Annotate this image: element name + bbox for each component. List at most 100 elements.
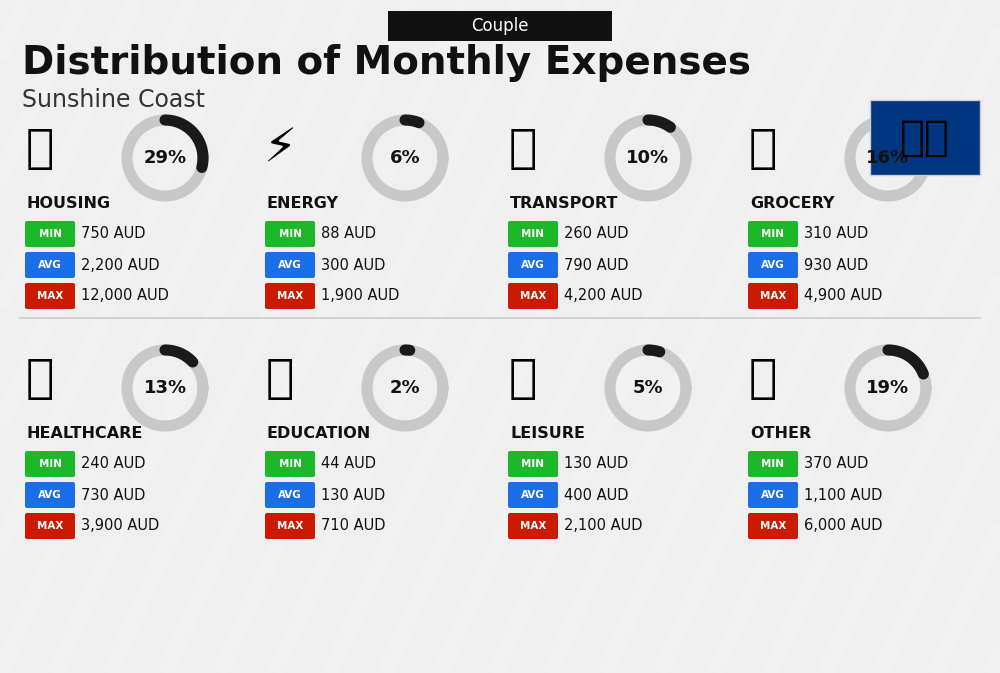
Text: 930 AUD: 930 AUD (804, 258, 868, 273)
Text: MAX: MAX (760, 521, 786, 531)
Text: 370 AUD: 370 AUD (804, 456, 868, 472)
FancyBboxPatch shape (265, 252, 315, 278)
Text: 13%: 13% (143, 379, 187, 397)
FancyBboxPatch shape (265, 482, 315, 508)
Text: 730 AUD: 730 AUD (81, 487, 145, 503)
Text: MIN: MIN (762, 229, 784, 239)
Text: 750 AUD: 750 AUD (81, 227, 146, 242)
Text: MAX: MAX (277, 291, 303, 301)
FancyBboxPatch shape (508, 252, 558, 278)
Text: 1,900 AUD: 1,900 AUD (321, 289, 399, 304)
Text: MIN: MIN (38, 229, 62, 239)
Text: AVG: AVG (761, 490, 785, 500)
Text: AVG: AVG (38, 490, 62, 500)
Text: AVG: AVG (278, 260, 302, 270)
Text: MAX: MAX (760, 291, 786, 301)
Text: AVG: AVG (761, 260, 785, 270)
Text: 🚌: 🚌 (509, 127, 537, 172)
Text: 260 AUD: 260 AUD (564, 227, 629, 242)
FancyBboxPatch shape (25, 451, 75, 477)
Text: 400 AUD: 400 AUD (564, 487, 629, 503)
FancyBboxPatch shape (748, 513, 798, 539)
Text: EDUCATION: EDUCATION (267, 425, 371, 441)
Text: 2%: 2% (390, 379, 420, 397)
Text: 🇦🇺: 🇦🇺 (900, 116, 950, 159)
Text: 6%: 6% (390, 149, 420, 167)
Text: MIN: MIN (522, 459, 544, 469)
FancyBboxPatch shape (748, 451, 798, 477)
Text: 4,900 AUD: 4,900 AUD (804, 289, 882, 304)
Text: MIN: MIN (278, 459, 302, 469)
FancyBboxPatch shape (265, 513, 315, 539)
FancyBboxPatch shape (265, 221, 315, 247)
FancyBboxPatch shape (265, 283, 315, 309)
Text: 🛒: 🛒 (749, 127, 777, 172)
FancyBboxPatch shape (508, 451, 558, 477)
Text: 3,900 AUD: 3,900 AUD (81, 518, 159, 534)
Text: HEALTHCARE: HEALTHCARE (27, 425, 143, 441)
Text: ENERGY: ENERGY (267, 195, 339, 211)
Text: GROCERY: GROCERY (750, 195, 834, 211)
FancyBboxPatch shape (870, 100, 980, 175)
Text: 👜: 👜 (749, 357, 777, 402)
Text: MIN: MIN (762, 459, 784, 469)
Text: 1,100 AUD: 1,100 AUD (804, 487, 882, 503)
Text: MAX: MAX (37, 291, 63, 301)
FancyBboxPatch shape (508, 283, 558, 309)
Text: HOUSING: HOUSING (27, 195, 111, 211)
Text: 🩺: 🩺 (26, 357, 54, 402)
Text: LEISURE: LEISURE (510, 425, 585, 441)
Text: MAX: MAX (37, 521, 63, 531)
Text: MAX: MAX (277, 521, 303, 531)
Text: 44 AUD: 44 AUD (321, 456, 376, 472)
Text: MIN: MIN (278, 229, 302, 239)
FancyBboxPatch shape (25, 221, 75, 247)
Text: 2,100 AUD: 2,100 AUD (564, 518, 642, 534)
FancyBboxPatch shape (388, 11, 612, 41)
Text: MAX: MAX (520, 291, 546, 301)
Text: 790 AUD: 790 AUD (564, 258, 629, 273)
Text: Sunshine Coast: Sunshine Coast (22, 88, 205, 112)
Text: 300 AUD: 300 AUD (321, 258, 385, 273)
Text: AVG: AVG (278, 490, 302, 500)
Text: 240 AUD: 240 AUD (81, 456, 146, 472)
Text: 4,200 AUD: 4,200 AUD (564, 289, 642, 304)
Text: 5%: 5% (633, 379, 663, 397)
Text: 130 AUD: 130 AUD (564, 456, 628, 472)
Text: 29%: 29% (143, 149, 187, 167)
Text: 🎓: 🎓 (266, 357, 294, 402)
FancyBboxPatch shape (508, 482, 558, 508)
FancyBboxPatch shape (25, 283, 75, 309)
Text: MAX: MAX (520, 521, 546, 531)
FancyBboxPatch shape (748, 221, 798, 247)
Text: 2,200 AUD: 2,200 AUD (81, 258, 160, 273)
Text: AVG: AVG (521, 260, 545, 270)
Text: 12,000 AUD: 12,000 AUD (81, 289, 169, 304)
FancyBboxPatch shape (748, 283, 798, 309)
Text: 🛍️: 🛍️ (509, 357, 537, 402)
Text: OTHER: OTHER (750, 425, 811, 441)
FancyBboxPatch shape (25, 252, 75, 278)
FancyBboxPatch shape (508, 221, 558, 247)
Text: 310 AUD: 310 AUD (804, 227, 868, 242)
Text: MIN: MIN (522, 229, 544, 239)
Text: Couple: Couple (471, 17, 529, 35)
Text: 130 AUD: 130 AUD (321, 487, 385, 503)
Text: 🏢: 🏢 (26, 127, 54, 172)
Text: AVG: AVG (521, 490, 545, 500)
FancyBboxPatch shape (748, 252, 798, 278)
Text: Distribution of Monthly Expenses: Distribution of Monthly Expenses (22, 44, 751, 82)
FancyBboxPatch shape (25, 482, 75, 508)
FancyBboxPatch shape (265, 451, 315, 477)
FancyBboxPatch shape (25, 513, 75, 539)
Text: 710 AUD: 710 AUD (321, 518, 386, 534)
Text: AVG: AVG (38, 260, 62, 270)
Text: TRANSPORT: TRANSPORT (510, 195, 618, 211)
Text: 88 AUD: 88 AUD (321, 227, 376, 242)
Text: ⚡: ⚡ (263, 127, 297, 172)
Text: 19%: 19% (866, 379, 910, 397)
Text: MIN: MIN (38, 459, 62, 469)
FancyBboxPatch shape (748, 482, 798, 508)
FancyBboxPatch shape (508, 513, 558, 539)
Text: 10%: 10% (626, 149, 670, 167)
